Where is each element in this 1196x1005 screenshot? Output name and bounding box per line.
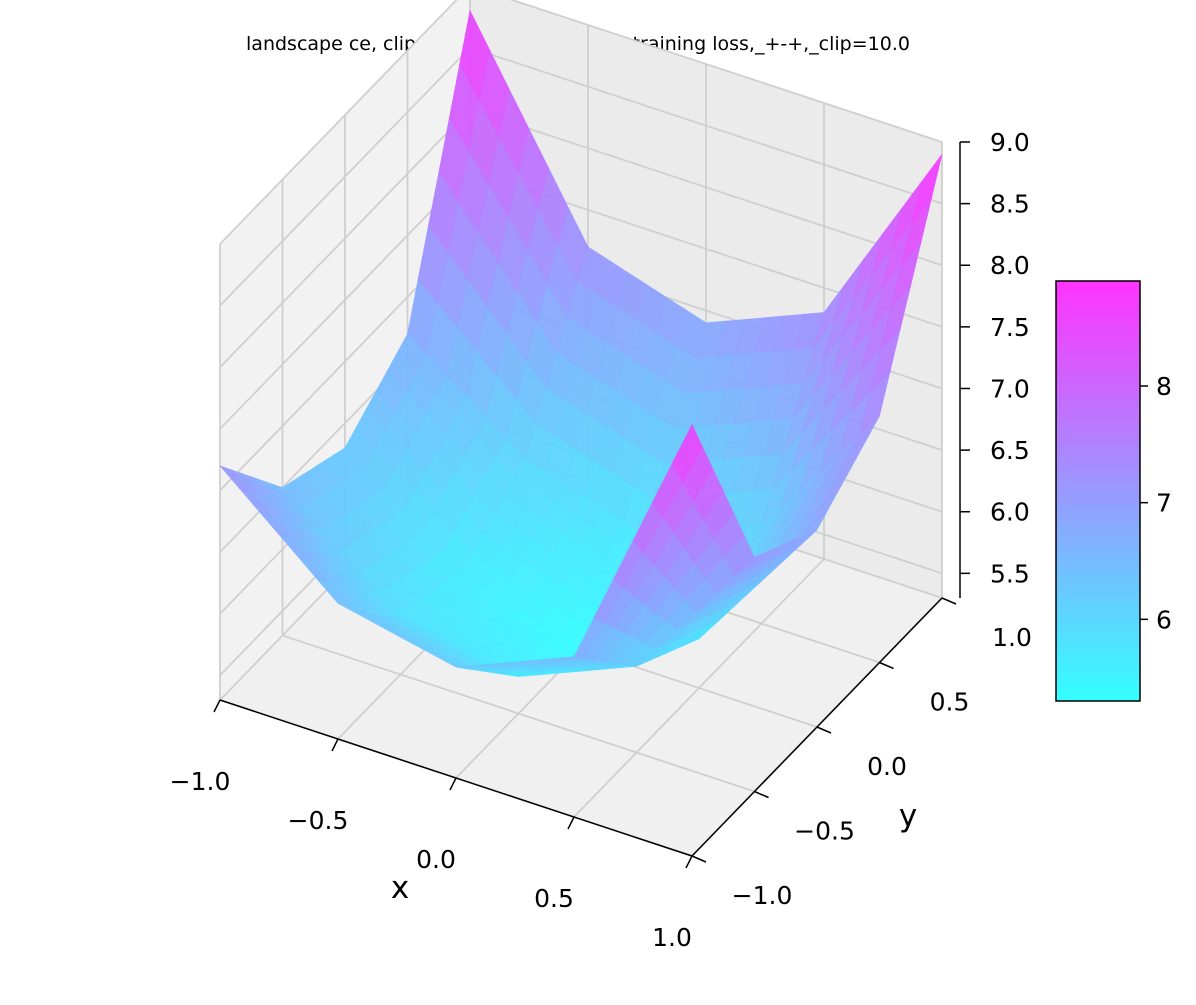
- y-axis-label: y: [899, 798, 917, 834]
- x-tick-mark: [567, 816, 575, 830]
- z-tick-label: 6.0: [990, 498, 1030, 527]
- y-tick-label: 0.5: [930, 688, 970, 717]
- z-tick-label: 8.5: [990, 190, 1030, 219]
- z-tick-label: 9.0: [990, 128, 1030, 157]
- x-tick-label: 0.0: [416, 845, 456, 874]
- y-tick-label: −1.0: [732, 881, 793, 910]
- y-tick-mark: [754, 790, 769, 799]
- y-tick-label: −0.5: [794, 817, 855, 846]
- y-tick-mark: [691, 855, 707, 863]
- y-tick-mark: [816, 726, 832, 734]
- tick-labels: −1.0 −0.5 0.0 0.5 1.0 −1.0 −0.5 0.0 0.5 1.0 5.5 6.0…: [170, 128, 1032, 952]
- y-tick-label: 1.0: [992, 623, 1032, 652]
- z-tick-label: 7.5: [990, 313, 1030, 342]
- y-tick-mark: [941, 597, 957, 605]
- x-tick-mark: [449, 777, 457, 791]
- colorbar-tick-label: 7: [1156, 489, 1172, 518]
- x-tick-label: −0.5: [288, 806, 349, 835]
- colorbar-tick-label: 8: [1156, 372, 1172, 401]
- y-tick-label: 0.0: [867, 752, 907, 781]
- x-tick-mark: [213, 699, 221, 713]
- colorbar-tick-label: 6: [1156, 605, 1172, 634]
- z-tick-label: 6.5: [990, 436, 1030, 465]
- z-tick-label: 8.0: [990, 251, 1030, 280]
- surface-plot: [219, 9, 943, 677]
- x-tick-label: 0.5: [534, 884, 574, 913]
- x-axis-label: x: [391, 870, 409, 906]
- y-tick-mark: [879, 661, 894, 670]
- x-tick-label: 1.0: [652, 923, 692, 952]
- x-tick-mark: [331, 738, 339, 752]
- grid-line-y: [281, 179, 755, 793]
- surface-patch: [671, 423, 703, 483]
- colorbar-gradient: [1055, 280, 1141, 702]
- grid-line-z: [219, 0, 943, 245]
- x-tick-label: −1.0: [170, 767, 231, 796]
- z-tick-label: 7.0: [990, 374, 1030, 403]
- colorbar: 6 7 8: [1055, 280, 1172, 702]
- z-tick-label: 5.5: [990, 559, 1030, 588]
- x-tick-mark: [685, 855, 693, 869]
